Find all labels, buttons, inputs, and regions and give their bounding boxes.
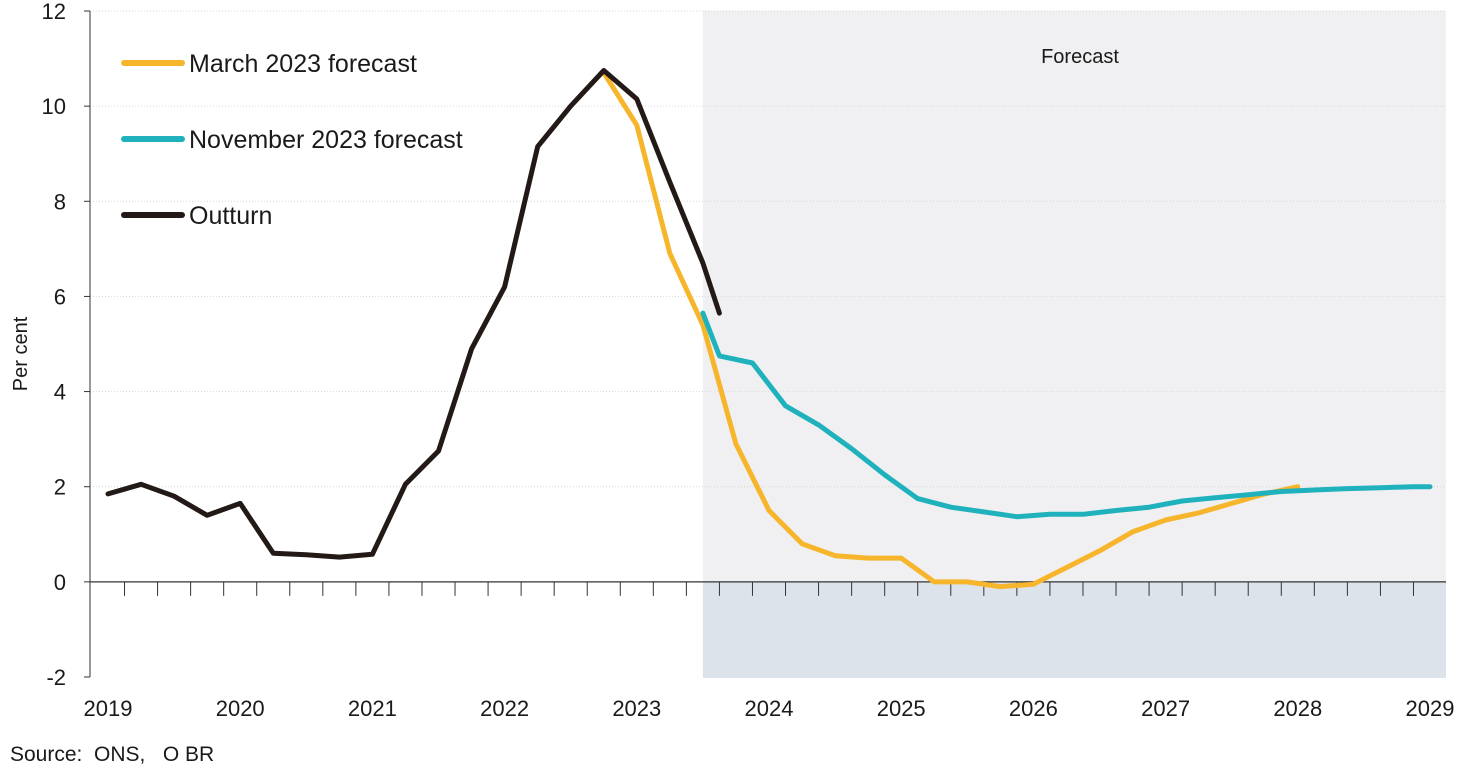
y-tick-label: -2 <box>46 665 66 690</box>
x-tick-label: 2027 <box>1141 696 1190 721</box>
series-lines <box>105 68 1433 590</box>
y-tick-label: 0 <box>54 570 66 595</box>
legend-label: Outturn <box>189 202 272 230</box>
gridlines <box>90 10 1446 488</box>
x-tick-label: 2020 <box>216 696 265 721</box>
x-tick-label: 2024 <box>745 696 794 721</box>
y-axis-title: Per cent <box>10 316 32 391</box>
x-tick-label: 2028 <box>1273 696 1322 721</box>
y-tick-label: 2 <box>54 475 66 500</box>
y-tick-label: 12 <box>42 0 66 24</box>
forecast-region-label: Forecast <box>1041 46 1119 68</box>
x-tick-label: 2022 <box>480 696 529 721</box>
x-tick-label: 2021 <box>348 696 397 721</box>
legend: March 2023 forecast November 2023 forecas… <box>121 50 463 230</box>
y-tick-label: 10 <box>42 94 66 119</box>
forecast-shaded-region: Forecast <box>702 11 1446 678</box>
series-line-march-2023-forecast <box>601 70 1301 590</box>
x-tick-label: 2019 <box>84 696 133 721</box>
x-tick-label: 2029 <box>1406 696 1455 721</box>
x-tick-label: 2025 <box>877 696 926 721</box>
series-line-november-2023-forecast <box>700 310 1433 520</box>
y-tick-label: 4 <box>54 380 66 405</box>
x-tick-label: 2026 <box>1009 696 1058 721</box>
legend-label: March 2023 forecast <box>189 50 417 78</box>
line-chart: Forecast Per cent -2 0 2 4 6 8 10 12 2019 2020 202… <box>10 0 1454 721</box>
axes: Per cent -2 0 2 4 6 8 10 12 2019 2020 2021 2022 2023… <box>10 0 1454 721</box>
series-line-outturn <box>105 68 722 560</box>
y-tick-label: 6 <box>54 284 66 309</box>
y-tick-label: 8 <box>54 189 66 214</box>
legend-label: November 2023 forecast <box>189 126 463 154</box>
x-tick-label: 2023 <box>612 696 661 721</box>
source-note: Source: ONS, O BR <box>10 743 215 766</box>
forecast-shade-negative <box>702 581 1446 678</box>
